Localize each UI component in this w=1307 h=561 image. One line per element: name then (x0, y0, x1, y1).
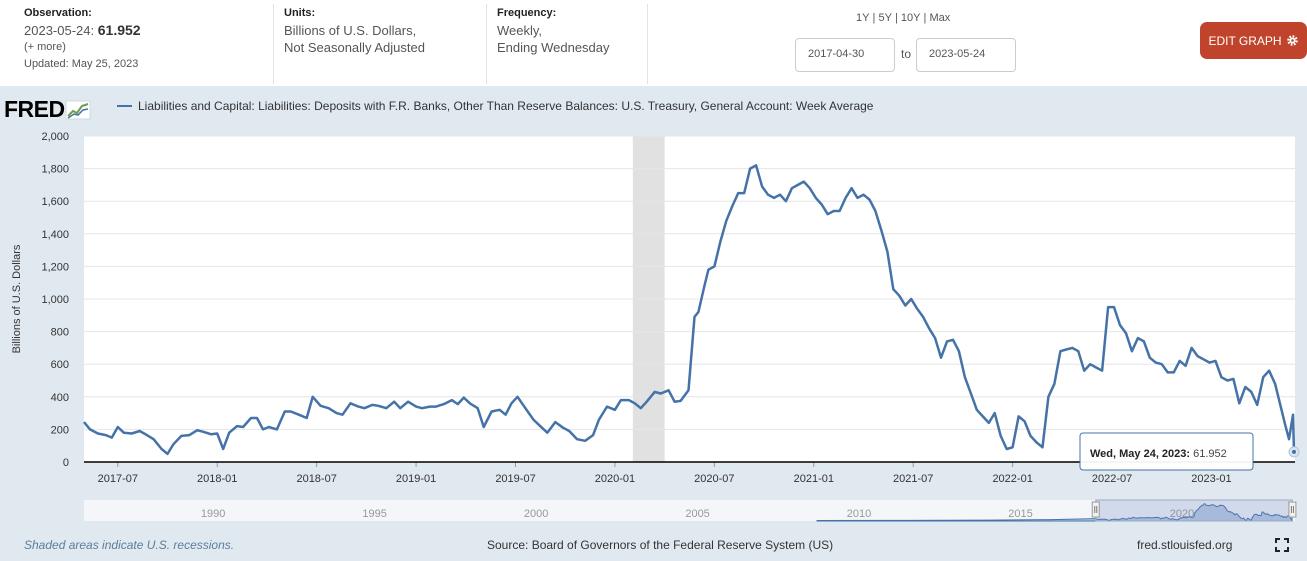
x-tick-label: 2018-01 (197, 473, 237, 485)
end-date-input[interactable]: 2023-05-24 (916, 38, 1016, 72)
y-tick-label: 400 (51, 392, 69, 404)
units-line1: Billions of U.S. Dollars, (284, 23, 417, 38)
x-tick-label: 2019-07 (495, 473, 535, 485)
series-title: Liabilities and Capital: Liabilities: De… (138, 99, 874, 113)
range-10y[interactable]: 10Y (900, 12, 921, 24)
navigator-label: 2015 (1008, 508, 1032, 520)
metadata-header: Observation: 2023-05-24: 61.952 (+ more)… (0, 0, 1307, 86)
more-observations-link[interactable]: (+ more) (24, 41, 66, 53)
navigator-selection[interactable] (1095, 499, 1293, 522)
y-tick-label: 1,200 (41, 261, 69, 273)
y-axis-title: Billions of U.S. Dollars (11, 244, 23, 353)
y-tick-label: 0 (63, 457, 69, 469)
units-line2: Not Seasonally Adjusted (284, 40, 425, 55)
fred-chart-icon (65, 100, 91, 119)
frequency-line2: Ending Wednesday (497, 40, 610, 55)
navigator-label: 2010 (847, 508, 871, 520)
navigator-series (816, 503, 1293, 522)
y-tick-label: 1,400 (41, 229, 69, 241)
observation-date: 2023-05-24: (24, 23, 95, 38)
navigator-handle[interactable] (1091, 501, 1100, 518)
x-tick-label: 2022-07 (1092, 473, 1132, 485)
fred-logo[interactable]: FRED (4, 96, 91, 123)
x-tick-label: 2019-01 (396, 473, 436, 485)
range-1y[interactable]: 1Y (856, 12, 870, 24)
frequency-panel: Frequency: Weekly, Ending Wednesday (497, 5, 647, 56)
divider (486, 4, 487, 84)
x-tick-label: 2017-07 (98, 473, 138, 485)
x-tick-label: 2022-01 (992, 473, 1032, 485)
y-tick-label: 200 (51, 424, 69, 436)
tooltip-box (1079, 432, 1254, 471)
divider (647, 4, 648, 84)
y-tick-label: 1,600 (41, 196, 69, 208)
navigator-handle[interactable] (1288, 501, 1297, 518)
hover-point[interactable] (1292, 449, 1297, 454)
navigator-label: 1995 (362, 508, 386, 520)
date-to-label: to (901, 47, 912, 61)
series-line[interactable] (83, 164, 1296, 456)
gear-icon (1286, 35, 1298, 46)
navigator-label: 2000 (524, 508, 548, 520)
x-tick-label: 2020-07 (694, 473, 734, 485)
divider (273, 4, 274, 84)
observation-label: Observation: (24, 7, 92, 19)
fred-logo-text: FRED (4, 96, 65, 122)
x-tick-label: 2018-07 (296, 473, 336, 485)
observation-value: 2023-05-24: 61.952 (24, 22, 274, 39)
range-max[interactable]: Max (929, 12, 951, 24)
navigator-label: 2005 (685, 508, 709, 520)
tooltip-text: Wed, May 24, 2023: 61.952 (1090, 448, 1227, 460)
x-tick-label: 2023-01 (1191, 473, 1231, 485)
frequency-line1: Weekly, (497, 23, 543, 38)
tooltip-date: Wed, May 24, 2023: (1090, 448, 1193, 460)
recession-note: Shaded areas indicate U.S. recessions. (24, 538, 235, 552)
navigator-label: 1990 (201, 508, 225, 520)
x-tick-label: 2021-07 (893, 473, 933, 485)
navigator-background (84, 500, 1295, 521)
y-tick-label: 1,800 (41, 164, 69, 176)
edit-graph-label: EDIT GRAPH (1208, 33, 1282, 48)
y-tick-label: 800 (51, 327, 69, 339)
start-date-input[interactable]: 2017-04-30 (795, 38, 895, 72)
y-tick-label: 1,000 (41, 294, 69, 306)
frequency-label: Frequency: (497, 7, 557, 19)
y-tick-label: 600 (51, 359, 69, 371)
observation-panel: Observation: 2023-05-24: 61.952 (+ more)… (24, 5, 274, 73)
units-panel: Units: Billions of U.S. Dollars, Not Sea… (284, 5, 484, 56)
navigator-label: 2020 (1170, 508, 1194, 520)
range-5y[interactable]: 5Y (878, 12, 892, 24)
legend-swatch (117, 105, 132, 107)
y-tick-label: 2,000 (41, 131, 69, 143)
site-link[interactable]: fred.stlouisfed.org (1137, 538, 1233, 552)
x-tick-label: 2021-01 (794, 473, 834, 485)
observation-number: 61.952 (97, 22, 141, 38)
range-selector: 1Y | 5Y | 10Y | Max (856, 12, 951, 24)
fullscreen-icon[interactable] (1275, 538, 1289, 552)
source-text[interactable]: Source: Board of Governors of the Federa… (487, 538, 834, 552)
legend: Liabilities and Capital: Liabilities: De… (117, 99, 873, 113)
tooltip-value: 61.952 (1193, 448, 1227, 460)
x-tick-label: 2020-01 (595, 473, 635, 485)
units-label: Units: (284, 7, 316, 19)
updated-date: Updated: May 25, 2023 (24, 58, 139, 70)
edit-graph-button[interactable]: EDIT GRAPH (1200, 22, 1307, 59)
